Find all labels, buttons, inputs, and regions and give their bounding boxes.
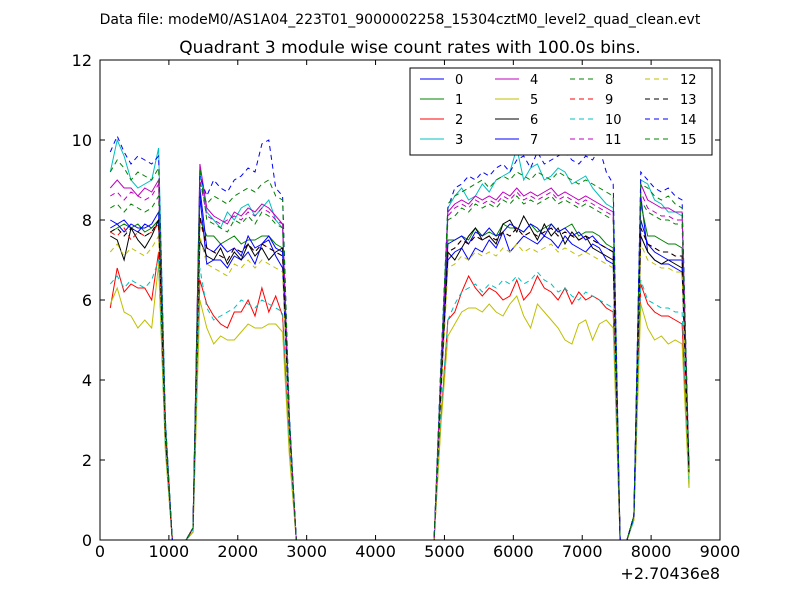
legend-label-4: 4 (530, 73, 538, 88)
legend-label-13: 13 (680, 93, 697, 108)
y-tick-label: 12 (72, 51, 92, 70)
x-tick-label: 9000 (700, 542, 741, 561)
legend-label-6: 6 (530, 113, 538, 128)
legend-label-10: 10 (605, 113, 622, 128)
x-tick-label: 1000 (149, 542, 190, 561)
x-offset-label: +2.70436e8 (620, 564, 720, 583)
legend-label-2: 2 (455, 113, 463, 128)
legend-label-15: 15 (680, 133, 697, 148)
chart-title: Quadrant 3 module wise count rates with … (179, 38, 640, 58)
x-tick-label: 3000 (286, 542, 327, 561)
legend-box (409, 67, 713, 156)
series-layer (109, 134, 690, 540)
series-line-14 (109, 134, 690, 540)
series-line-15 (109, 159, 690, 540)
x-tick-label: 7000 (562, 542, 603, 561)
series-line-12 (109, 234, 690, 540)
legend-label-1: 1 (455, 93, 463, 108)
y-tick-label: 10 (72, 131, 92, 150)
y-tick-label: 2 (82, 451, 92, 470)
x-tick-label: 8000 (631, 542, 672, 561)
x-tick-label: 4000 (355, 542, 396, 561)
legend-label-12: 12 (680, 73, 697, 88)
y-tick-label: 6 (82, 291, 92, 310)
legend-label-8: 8 (605, 73, 613, 88)
legend-label-9: 9 (605, 93, 613, 108)
x-tick-label: 0 (95, 542, 105, 561)
y-tick-label: 0 (82, 531, 92, 550)
legend-label-0: 0 (455, 73, 463, 88)
legend-label-11: 11 (605, 133, 622, 148)
x-tick-label: 6000 (493, 542, 534, 561)
series-line-10 (109, 259, 690, 540)
x-tick-label: 2000 (217, 542, 258, 561)
x-tick-label: 5000 (424, 542, 465, 561)
axis-ticks: 0 1000 2000 3000 4000 5000 6000 7000 8000 9000 0 2 4… (72, 51, 741, 561)
legend-label-14: 14 (680, 113, 697, 128)
legend-label-5: 5 (530, 93, 538, 108)
y-tick-label: 4 (82, 371, 92, 390)
legend-label-3: 3 (455, 133, 463, 148)
y-tick-label: 8 (82, 211, 92, 230)
series-line-13 (110, 215, 690, 540)
series-line-11 (110, 179, 690, 540)
legend-label-7: 7 (530, 133, 538, 148)
suptitle: Data file: modeM0/AS1A04_223T01_90000022… (100, 12, 701, 28)
